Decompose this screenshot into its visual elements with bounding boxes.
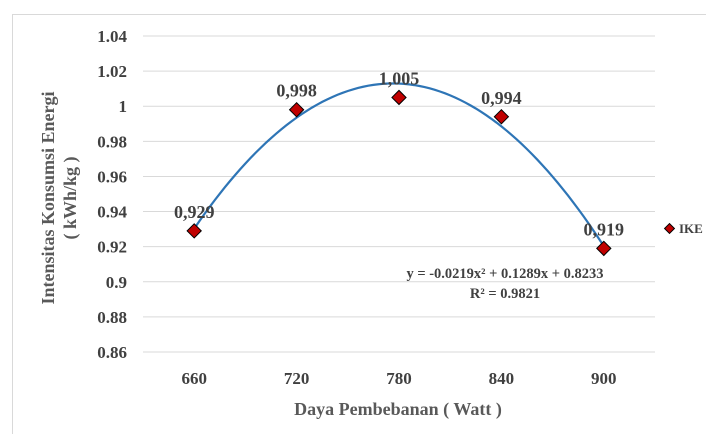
data-labels: 0,929 0,998 1,005 0,994 0,919 bbox=[174, 68, 624, 239]
data-label: 1,005 bbox=[379, 68, 420, 88]
data-point bbox=[288, 101, 305, 118]
trendline-curve bbox=[193, 82, 605, 247]
gridlines bbox=[143, 35, 655, 353]
legend: IKE bbox=[663, 221, 703, 236]
trendline-r-squared: R² = 0.9821 bbox=[470, 286, 540, 302]
x-axis-title: Daya Pembebanan ( Watt ) bbox=[294, 399, 502, 420]
x-tick-label: 720 bbox=[284, 369, 310, 388]
x-tick-label: 840 bbox=[489, 369, 515, 388]
data-points bbox=[186, 89, 612, 257]
y-tick-label: 0.98 bbox=[97, 132, 127, 151]
data-label: 0,994 bbox=[481, 88, 522, 108]
y-tick-label: 1.04 bbox=[97, 27, 127, 46]
y-tick-label: 1.02 bbox=[97, 62, 127, 81]
x-tick-labels: 660 720 780 840 900 bbox=[181, 369, 616, 388]
x-tick-label: 660 bbox=[181, 369, 207, 388]
y-tick-label: 0.86 bbox=[97, 343, 127, 362]
y-tick-label: 0.94 bbox=[97, 203, 127, 222]
y-tick-label: 0.9 bbox=[106, 273, 127, 292]
data-label: 0,919 bbox=[584, 219, 625, 239]
y-axis-title-line2: ( kWh/kg ) bbox=[60, 156, 81, 239]
data-point bbox=[493, 108, 510, 125]
x-tick-label: 900 bbox=[591, 369, 617, 388]
y-tick-label: 0.92 bbox=[97, 238, 127, 257]
data-point bbox=[186, 223, 202, 239]
trendline-equation: y = -0.0219x² + 0.1289x + 0.8233 bbox=[406, 266, 603, 282]
data-point bbox=[391, 89, 407, 106]
data-label: 0,929 bbox=[174, 202, 215, 222]
data-point bbox=[596, 240, 612, 257]
legend-label: IKE bbox=[679, 221, 703, 236]
data-label: 0,998 bbox=[276, 81, 317, 101]
legend-marker bbox=[663, 222, 676, 235]
x-tick-label: 780 bbox=[386, 369, 412, 388]
y-tick-label: 0.96 bbox=[97, 167, 127, 186]
y-axis-title-line1: Intensitas Konsumsi Energi bbox=[38, 91, 58, 304]
y-tick-label: 0.88 bbox=[97, 308, 127, 327]
y-tick-label: 1 bbox=[119, 97, 128, 116]
chart-frame bbox=[12, 14, 706, 434]
y-tick-labels: 0.86 0.88 0.9 0.92 0.94 0.96 0.98 1 1.02 1.04 bbox=[97, 27, 127, 362]
